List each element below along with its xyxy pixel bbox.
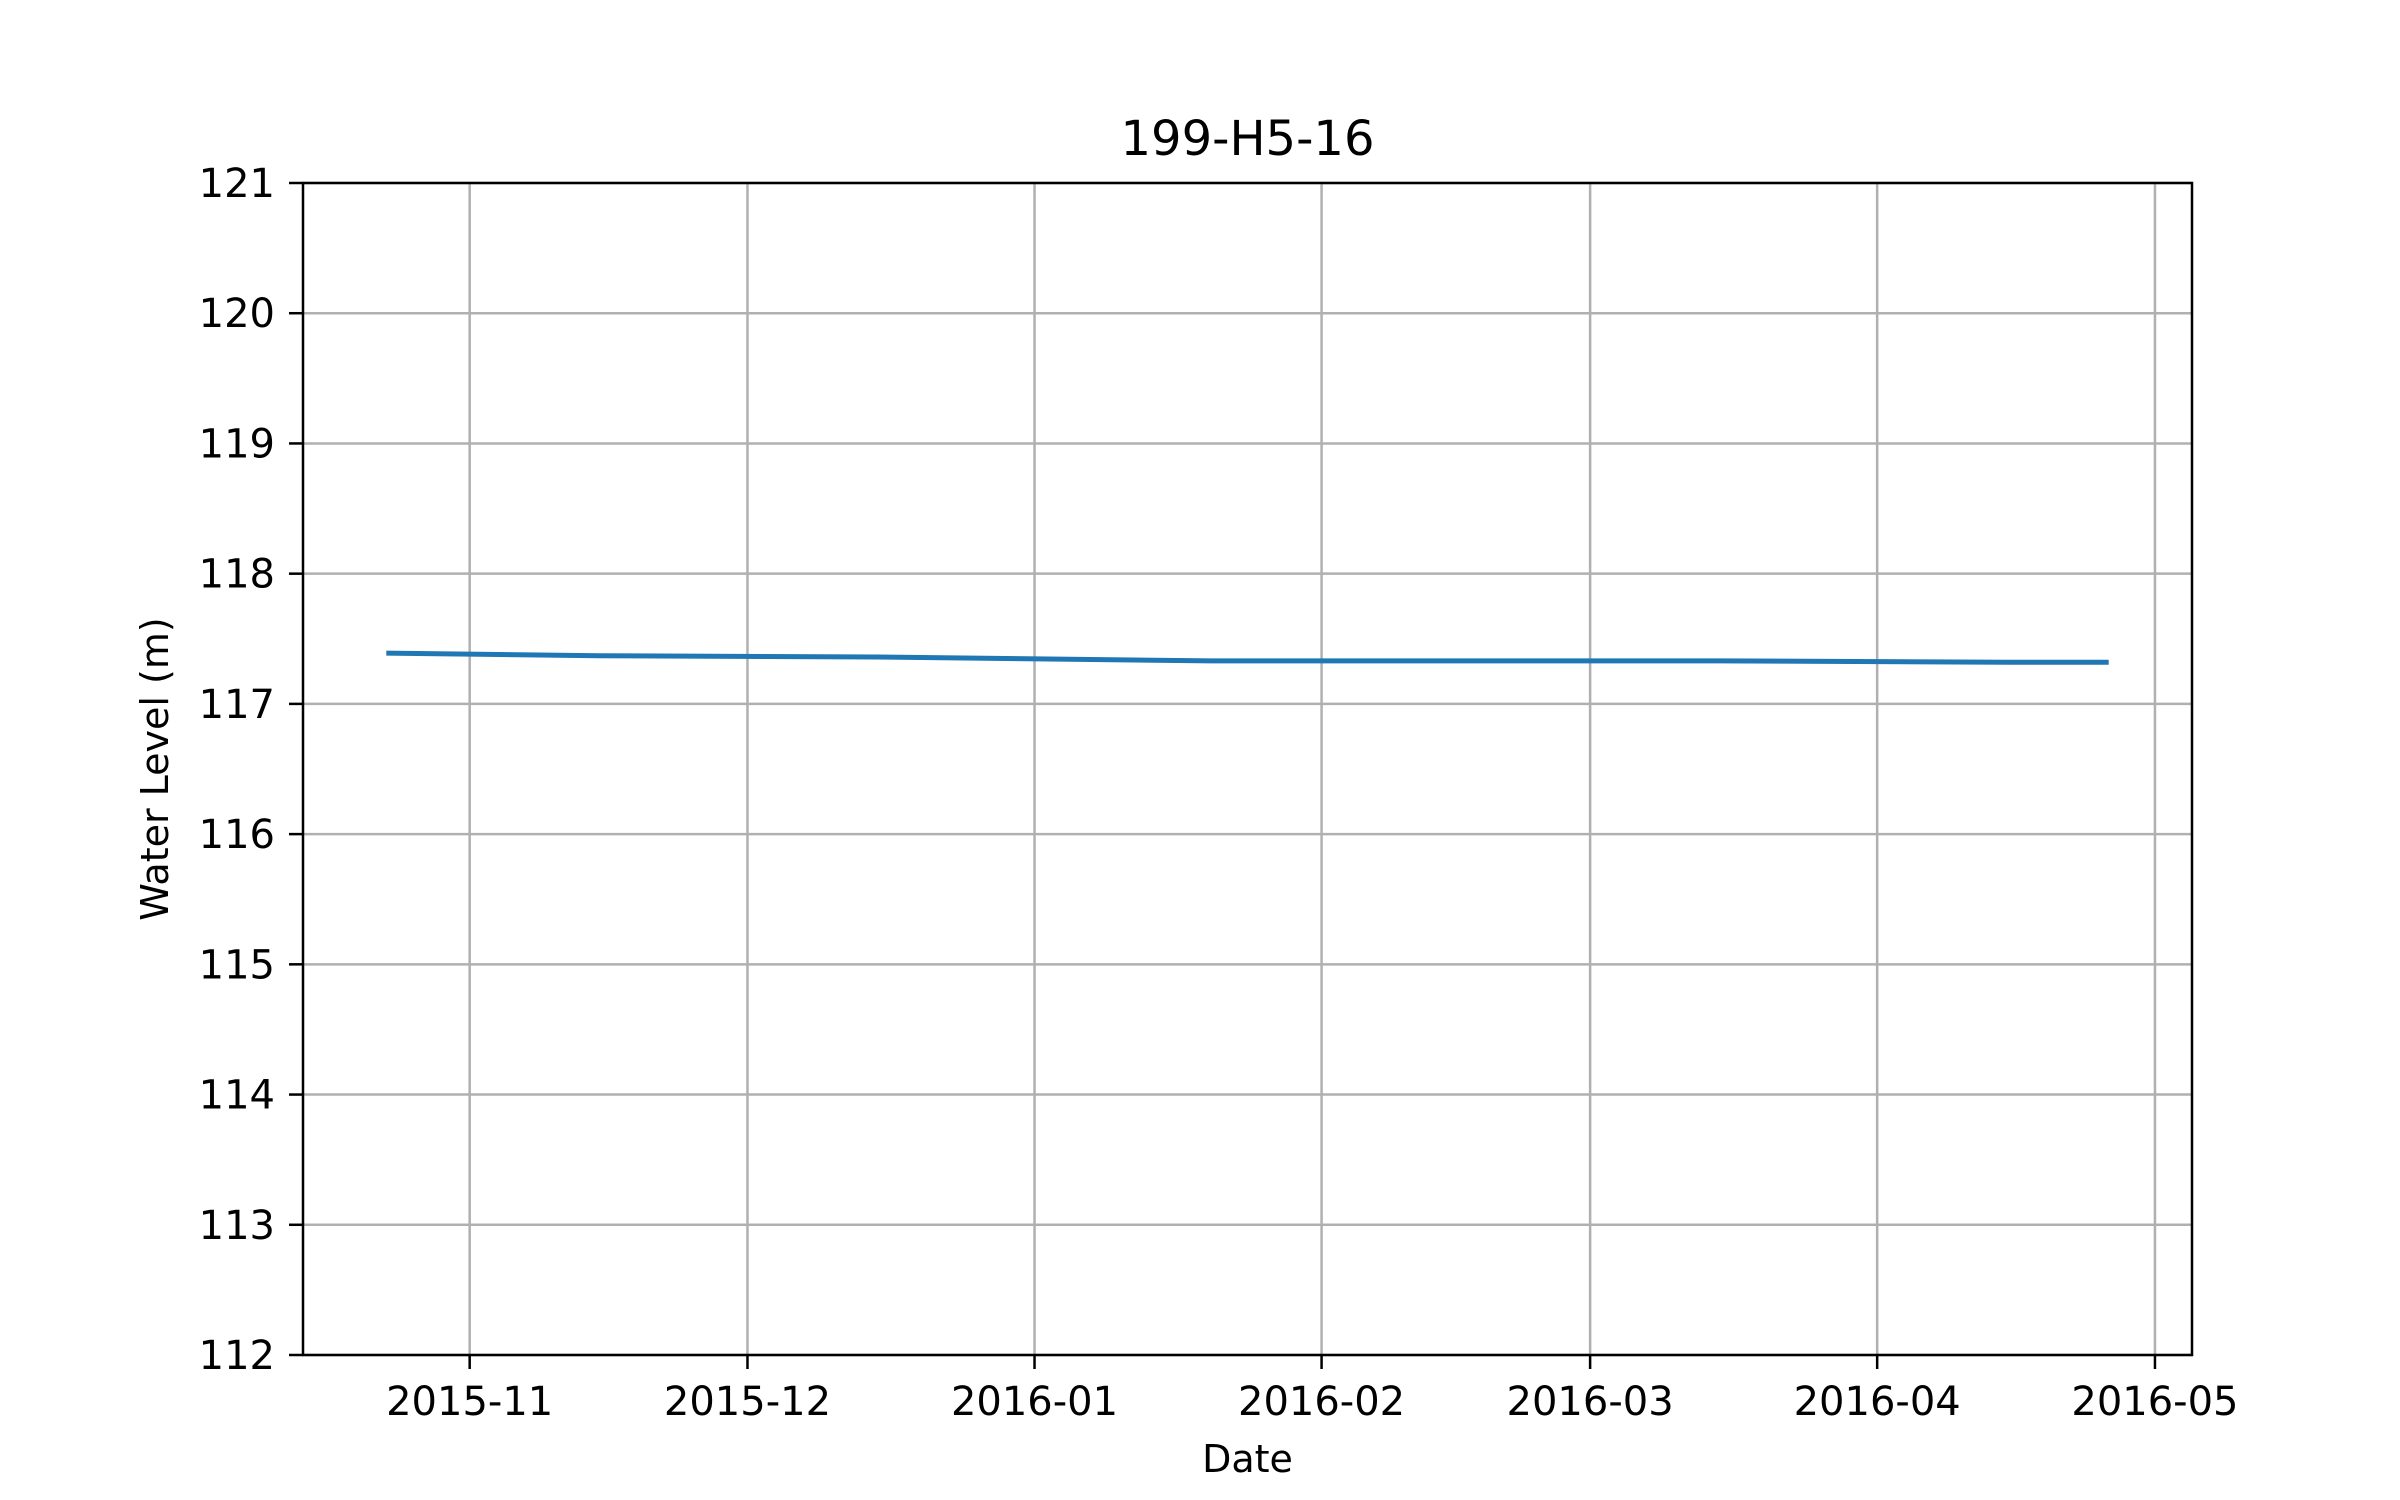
- y-tick-label: 118: [199, 552, 275, 598]
- axis-ticks: 2015-11 2015-12 2016-01 2016-02 2016-03 2016-…: [199, 161, 2239, 1425]
- x-tick-label: 2016-01: [951, 1379, 1118, 1425]
- y-tick-label: 113: [199, 1203, 275, 1249]
- y-tick-label: 116: [199, 812, 275, 858]
- chart-title: 199-H5-16: [1121, 111, 1375, 167]
- x-tick-label: 2015-11: [386, 1379, 553, 1425]
- series-lines: [386, 650, 2109, 665]
- y-tick-label: 112: [199, 1333, 275, 1379]
- x-tick-label: 2016-03: [1507, 1379, 1674, 1425]
- y-tick-label: 115: [199, 942, 275, 988]
- x-tick-label: 2016-02: [1238, 1379, 1405, 1425]
- y-tick-label: 114: [199, 1073, 275, 1119]
- y-tick-label: 120: [199, 291, 275, 337]
- plot-frame: [301, 181, 2194, 1357]
- y-tick-label: 121: [199, 161, 275, 207]
- x-tick-label: 2016-04: [1794, 1379, 1961, 1425]
- x-axis-label: Date: [1202, 1437, 1293, 1481]
- x-tick-label: 2015-12: [664, 1379, 831, 1425]
- x-tick-label: 2016-05: [2071, 1379, 2238, 1425]
- y-tick-label: 119: [199, 421, 275, 467]
- y-tick-label: 117: [199, 682, 275, 728]
- series-line-0: [386, 650, 2109, 665]
- y-axis-label: Water Level (m): [133, 617, 177, 920]
